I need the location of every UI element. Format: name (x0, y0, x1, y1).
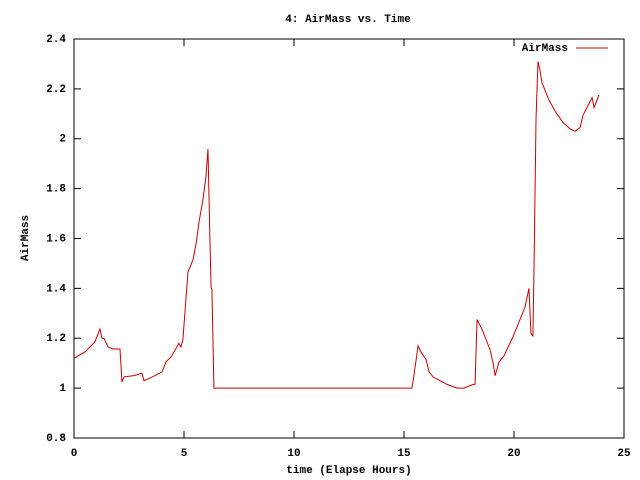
x-tick-label: 25 (617, 448, 631, 460)
y-tick-label: 1.6 (46, 233, 66, 245)
x-tick-label: 20 (507, 448, 520, 460)
legend-label: AirMass (522, 43, 568, 55)
x-axis-label: time (Elapse Hours) (286, 465, 411, 477)
y-tick-label: 1.4 (46, 283, 66, 295)
data-line (73, 61, 600, 389)
x-tick-label: 15 (397, 448, 411, 460)
x-tick-label: 0 (71, 448, 78, 460)
chart-title: 4: AirMass vs. Time (285, 14, 411, 26)
y-tick-label: 1.8 (46, 184, 66, 196)
x-tick-label: 10 (287, 448, 300, 460)
y-tick-label: 1.2 (46, 333, 66, 345)
y-tick-label: 2.4 (46, 34, 66, 46)
y-axis-label: AirMass (20, 215, 32, 261)
y-tick-label: 1 (59, 383, 66, 395)
y-tick-label: 2.2 (46, 84, 66, 96)
y-tick-label: 2 (59, 134, 66, 146)
y-tick-label: 0.8 (46, 433, 66, 445)
x-tick-label: 5 (181, 448, 188, 460)
